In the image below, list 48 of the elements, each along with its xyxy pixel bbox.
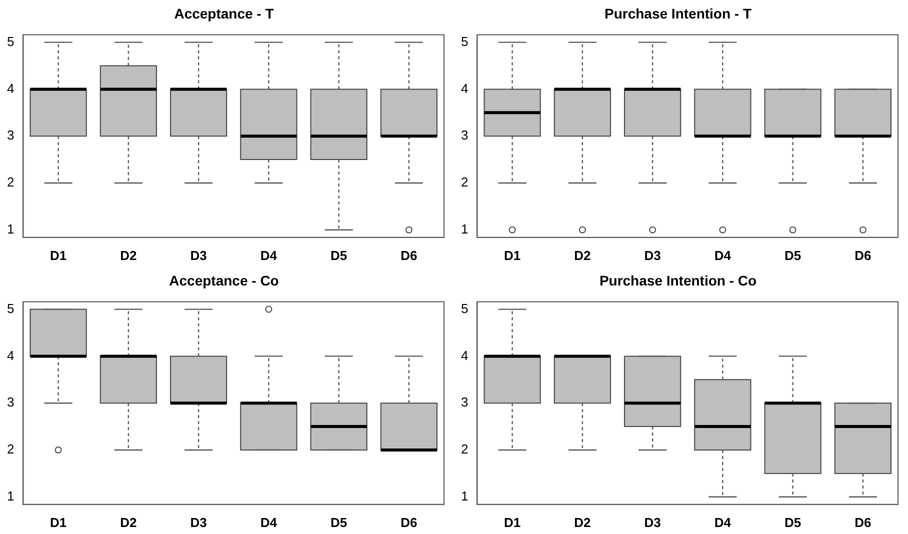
x-tick-label: D3 <box>190 248 207 263</box>
x-tick-label: D5 <box>330 514 348 530</box>
y-tick-label: 1 <box>6 488 14 504</box>
y-tick-label: 3 <box>460 394 468 410</box>
y-tick-label: 4 <box>6 80 14 96</box>
y-tick-label: 2 <box>6 174 14 190</box>
y-tick-label: 2 <box>6 442 14 457</box>
y-tick-label: 5 <box>460 34 468 49</box>
y-tick-label: 4 <box>6 348 14 363</box>
y-tick-label: 4 <box>460 80 468 96</box>
y-tick-label: 3 <box>460 128 468 143</box>
x-tick-label: D1 <box>504 248 521 263</box>
y-tick-label: 1 <box>460 488 468 504</box>
y-tick-label: 5 <box>6 300 14 316</box>
y-tick-label: 2 <box>460 442 468 457</box>
x-tick-label: D5 <box>784 514 802 530</box>
x-tick-label: D2 <box>574 248 591 263</box>
x-tick-label: D1 <box>50 514 67 530</box>
x-tick-label: D2 <box>120 514 137 530</box>
x-tick-label: D4 <box>714 514 732 530</box>
y-tick-label: 2 <box>460 174 468 190</box>
y-tick-label: 5 <box>6 34 14 49</box>
y-tick-label: 4 <box>460 348 468 363</box>
x-tick-label: D5 <box>784 248 802 263</box>
x-tick-label: D1 <box>50 248 67 263</box>
x-tick-label: D4 <box>260 248 278 263</box>
x-tick-label: D2 <box>574 514 591 530</box>
y-tick-label: 3 <box>6 394 14 410</box>
x-tick-label: D6 <box>854 248 872 263</box>
x-tick-label: D6 <box>400 248 418 263</box>
chart-title: Purchase Intention - T <box>604 5 752 22</box>
x-tick-label: D3 <box>644 514 661 530</box>
x-tick-label: D1 <box>504 514 521 530</box>
x-tick-label: D6 <box>400 514 418 530</box>
x-tick-label: D2 <box>120 248 137 263</box>
chart-title: Acceptance - Co <box>169 272 279 288</box>
x-tick-label: D4 <box>714 248 732 263</box>
x-tick-label: D6 <box>854 514 872 530</box>
x-tick-label: D3 <box>644 248 661 263</box>
x-tick-label: D3 <box>190 514 207 530</box>
y-tick-label: 3 <box>6 128 14 143</box>
chart-title: Acceptance - T <box>174 5 274 22</box>
y-tick-label: 1 <box>460 221 468 236</box>
x-tick-label: D4 <box>260 514 278 530</box>
y-tick-label: 5 <box>460 300 468 316</box>
y-tick-label: 1 <box>6 221 14 236</box>
x-tick-label: D5 <box>330 248 348 263</box>
chart-title: Purchase Intention - Co <box>599 272 757 288</box>
